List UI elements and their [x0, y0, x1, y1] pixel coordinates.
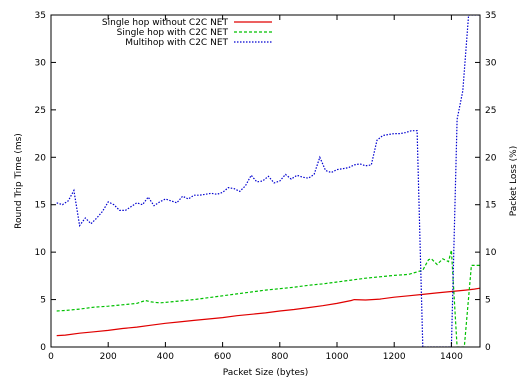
y-tick-label: 35	[35, 11, 46, 21]
y-tick-label: 0	[40, 343, 46, 353]
x-tick-label: 1400	[440, 352, 463, 362]
series-layer	[56, 15, 480, 347]
y2-tick-label: 5	[485, 296, 491, 306]
series-line-3	[56, 15, 480, 347]
x-tick-label: 800	[271, 352, 288, 362]
y-tick-label: 25	[35, 106, 46, 116]
x-tick-label: 0	[48, 352, 54, 362]
x-tick-label: 600	[214, 352, 231, 362]
x-tick-label: 200	[100, 352, 117, 362]
y2-tick-label: 0	[485, 343, 491, 353]
legend-label: Multihop with C2C NET	[125, 38, 228, 48]
x-tick-label: 1000	[326, 352, 349, 362]
y2-tick-label: 10	[485, 248, 497, 258]
y-tick-label: 5	[40, 296, 46, 306]
y2-tick-label: 35	[485, 11, 496, 21]
y-tick-label: 15	[35, 201, 46, 211]
y2-tick-label: 30	[485, 58, 497, 68]
y2-tick-label: 15	[485, 201, 496, 211]
y-axis-label: Round Trip Time (ms)	[14, 133, 24, 229]
legend-label: Single hop without C2C NET	[102, 18, 229, 28]
y-tick-label: 30	[35, 58, 47, 68]
axes-layer: 0 200 400 600 800 1000 1200 1400 0 5 10 15 20 25 30 35 0…	[35, 11, 497, 362]
y2-axis-label: Packet Loss (%)	[509, 146, 519, 216]
x-tick-label: 1200	[383, 352, 406, 362]
x-tick-label: 400	[157, 352, 174, 362]
y-tick-label: 10	[35, 248, 47, 258]
series-line-2	[56, 250, 480, 347]
plot-frame	[50, 14, 481, 348]
y-tick-label: 20	[35, 153, 47, 163]
y2-tick-label: 20	[485, 153, 497, 163]
y2-tick-label: 25	[485, 106, 496, 116]
series-line-1	[56, 287, 480, 337]
legend-label: Single hop with C2C NET	[117, 28, 229, 38]
x-axis-label: Packet Size (bytes)	[223, 368, 308, 377]
